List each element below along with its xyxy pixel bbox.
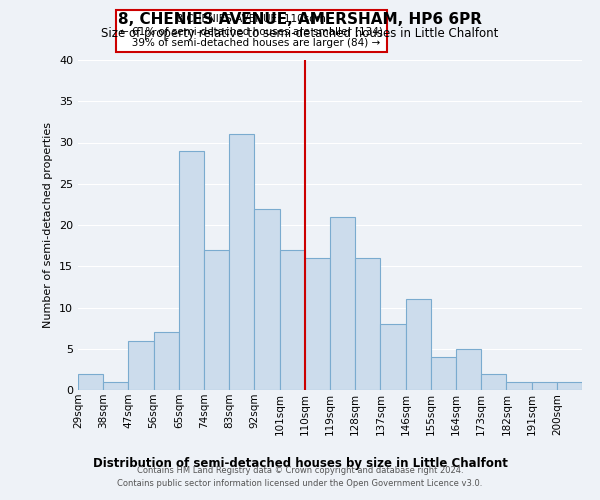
Bar [154, 332, 179, 390]
Text: Size of property relative to semi-detached houses in Little Chalfont: Size of property relative to semi-detach… [101, 28, 499, 40]
Bar [456, 349, 481, 390]
Bar [305, 258, 330, 390]
Bar [506, 382, 532, 390]
Bar [481, 374, 506, 390]
Bar [103, 382, 128, 390]
Bar [78, 374, 103, 390]
Bar [229, 134, 254, 390]
Bar [380, 324, 406, 390]
Text: 8 CHENIES AVENUE: 110sqm  
← 61% of semi-detached houses are smaller (134)
   39: 8 CHENIES AVENUE: 110sqm ← 61% of semi-d… [120, 14, 383, 48]
Bar [557, 382, 582, 390]
Text: Distribution of semi-detached houses by size in Little Chalfont: Distribution of semi-detached houses by … [92, 458, 508, 470]
Text: 8, CHENIES AVENUE, AMERSHAM, HP6 6PR: 8, CHENIES AVENUE, AMERSHAM, HP6 6PR [118, 12, 482, 28]
Y-axis label: Number of semi-detached properties: Number of semi-detached properties [43, 122, 53, 328]
Bar [406, 299, 431, 390]
Bar [431, 357, 456, 390]
Bar [280, 250, 305, 390]
Text: Contains HM Land Registry data © Crown copyright and database right 2024.
Contai: Contains HM Land Registry data © Crown c… [118, 466, 482, 487]
Bar [204, 250, 229, 390]
Bar [128, 340, 154, 390]
Bar [330, 217, 355, 390]
Bar [532, 382, 557, 390]
Bar [254, 208, 280, 390]
Bar [179, 151, 204, 390]
Bar [355, 258, 380, 390]
